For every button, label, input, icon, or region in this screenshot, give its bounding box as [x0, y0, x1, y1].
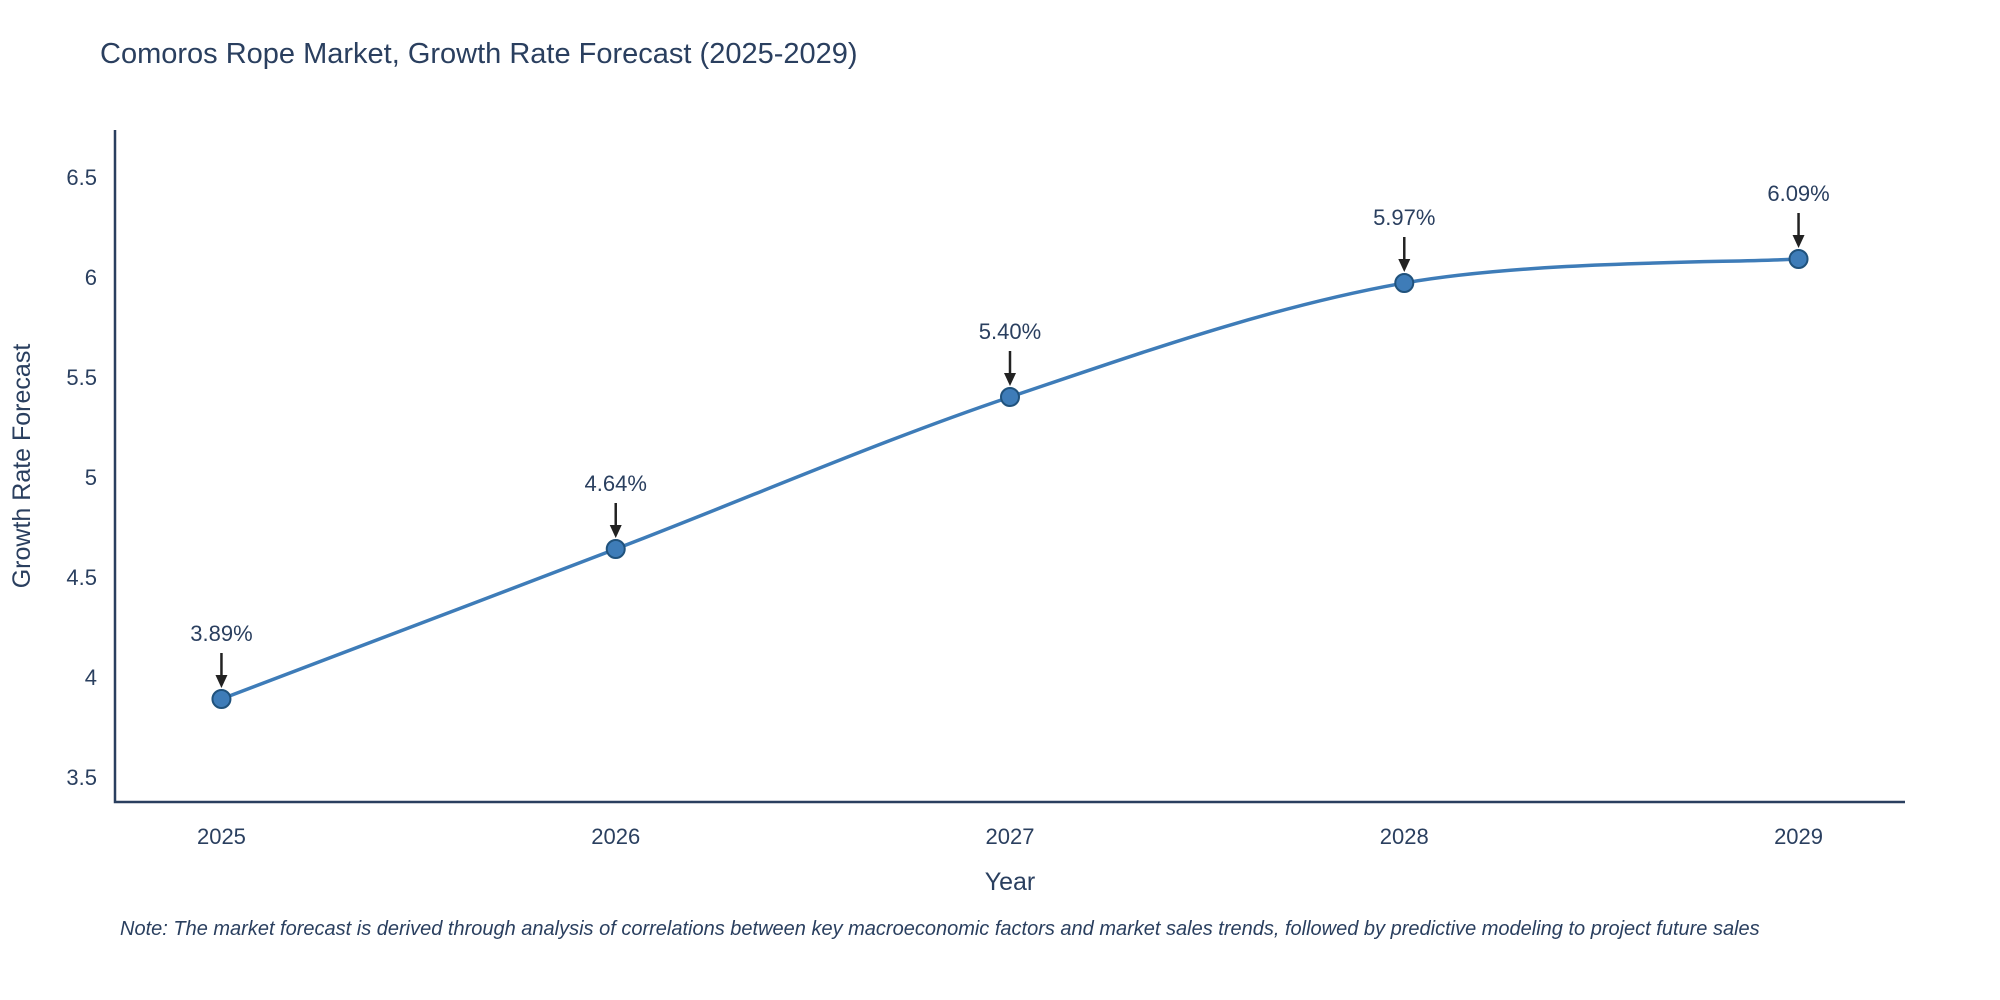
x-tick-label: 2029 [1774, 824, 1823, 849]
annotation-arrowhead [215, 675, 228, 688]
x-axis-title: Year [985, 868, 1036, 896]
data-point-marker [211, 689, 232, 709]
annotation-arrowhead [609, 525, 622, 538]
axis-lines [113, 130, 1905, 804]
x-tick-label: 2025 [197, 824, 246, 849]
x-tick-label: 2028 [1380, 824, 1429, 849]
annotation-arrowhead [1004, 373, 1016, 386]
data-point-label: 6.09% [1767, 181, 1829, 206]
data-point-label: 4.64% [585, 471, 647, 496]
line-chart-canvas: 3.5 4 4.5 5 5.5 6 6.5 2025 2026 2027 2028 2029 Growt… [8, 130, 1905, 896]
chart-title: Comoros Rope Market, Growth Rate Forecas… [100, 38, 858, 70]
annotation-arrowhead [1792, 235, 1805, 248]
x-tick-label: 2027 [986, 824, 1035, 849]
y-tick-label: 3.5 [66, 765, 97, 790]
y-tick-label: 4 [85, 665, 97, 690]
data-point-label: 5.97% [1373, 205, 1435, 230]
annotation-arrowhead [1398, 259, 1411, 272]
data-point-marker [1788, 249, 1809, 269]
y-tick-label: 5 [85, 465, 97, 490]
data-point-marker [1394, 273, 1415, 293]
x-tick-label: 2026 [591, 824, 640, 849]
data-point-marker [605, 539, 626, 559]
y-axis-title: Growth Rate Forecast [8, 344, 36, 589]
y-tick-label: 6 [85, 265, 97, 290]
y-tick-label: 4.5 [66, 565, 97, 590]
footnote: Note: The market forecast is derived thr… [120, 918, 1760, 940]
y-tick-label: 5.5 [66, 365, 97, 390]
data-point-label: 5.40% [979, 319, 1041, 344]
data-point-label: 3.89% [190, 621, 252, 646]
data-point-marker [1000, 387, 1020, 407]
y-tick-label: 6.5 [66, 165, 97, 190]
